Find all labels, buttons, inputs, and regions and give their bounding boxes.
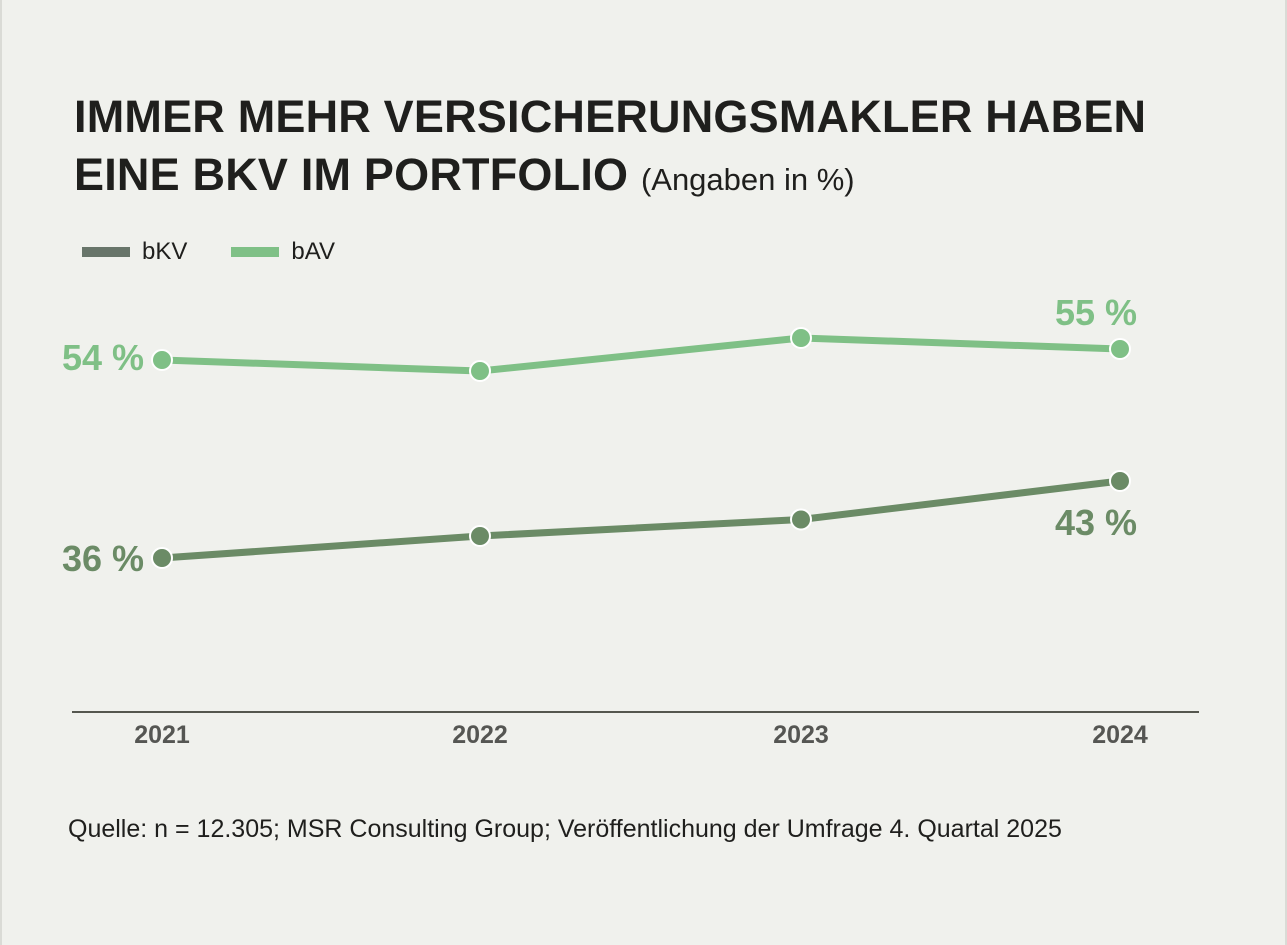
legend-item-bkv: bKV bbox=[82, 238, 187, 266]
chart-title: IMMER MEHR VERSICHERUNGSMAKLER HABEN EIN… bbox=[74, 88, 1224, 209]
data-point-bav-2021 bbox=[151, 349, 173, 371]
data-point-bkv-2023 bbox=[790, 508, 812, 531]
data-label-bav-2021: 54 % bbox=[62, 337, 144, 378]
x-tick-label-2021: 2021 bbox=[134, 721, 190, 749]
title-line-2: EINE BKV IM PORTFOLIO (Angaben in %) bbox=[74, 146, 1224, 209]
title-line-2-text: EINE BKV IM PORTFOLIO bbox=[74, 149, 629, 200]
title-line-1: IMMER MEHR VERSICHERUNGSMAKLER HABEN bbox=[74, 91, 1147, 142]
source-note: Quelle: n = 12.305; MSR Consulting Group… bbox=[68, 815, 1062, 843]
data-label-bkv-2024: 43 % bbox=[1055, 502, 1137, 543]
legend: bKV bAV bbox=[82, 238, 379, 266]
data-point-bkv-2022 bbox=[469, 525, 491, 547]
legend-item-bav: bAV bbox=[231, 238, 335, 266]
x-tick-label-2024: 2024 bbox=[1092, 721, 1148, 749]
x-tick-label-2023: 2023 bbox=[773, 721, 829, 749]
legend-label-bav: bAV bbox=[291, 238, 335, 265]
series-line-bkv bbox=[158, 477, 1124, 562]
x-tick-label-2022: 2022 bbox=[452, 721, 508, 749]
data-point-bav-2024 bbox=[1109, 338, 1131, 360]
data-label-bkv-2021: 36 % bbox=[62, 538, 144, 579]
title-subtitle: (Angaben in %) bbox=[640, 162, 855, 197]
legend-label-bkv: bKV bbox=[142, 238, 188, 265]
legend-swatch-bav bbox=[231, 247, 280, 257]
data-point-bkv-2021 bbox=[151, 547, 173, 569]
data-label-bav-2024: 55 % bbox=[1055, 292, 1137, 333]
legend-swatch-bkv bbox=[82, 247, 130, 257]
data-point-bav-2023 bbox=[790, 327, 812, 349]
data-point-bav-2022 bbox=[469, 360, 491, 382]
data-point-bkv-2024 bbox=[1109, 470, 1131, 492]
series-line-bav bbox=[158, 334, 1124, 375]
